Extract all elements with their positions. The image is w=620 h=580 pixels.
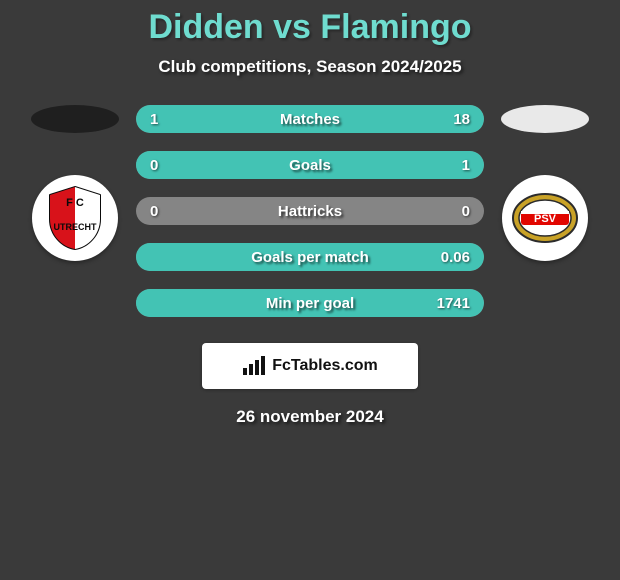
- stat-left-value: 0: [136, 157, 190, 174]
- stat-right-value: 0: [430, 203, 484, 220]
- svg-text:PSV: PSV: [534, 213, 557, 225]
- stat-label: Matches: [190, 111, 430, 128]
- svg-text:F C: F C: [66, 197, 84, 209]
- right-club-badge: PSV: [502, 175, 588, 261]
- subtitle: Club competitions, Season 2024/2025: [0, 57, 620, 77]
- stat-right-value: 1741: [430, 295, 484, 312]
- stat-right-value: 0.06: [430, 249, 484, 266]
- stat-right-value: 1: [430, 157, 484, 174]
- shield-icon: F C UTRECHT: [40, 183, 110, 253]
- right-player-column: PSV: [490, 105, 600, 261]
- stat-right-value: 18: [430, 111, 484, 128]
- stat-label: Goals per match: [190, 249, 430, 266]
- stat-label: Goals: [190, 157, 430, 174]
- right-club-badge-inner: PSV: [510, 183, 580, 253]
- left-club-badge-inner: F C UTRECHT: [40, 183, 110, 253]
- comparison-infographic: Didden vs Flamingo Club competitions, Se…: [0, 0, 620, 580]
- bar-chart-icon: [242, 356, 266, 376]
- stat-bar: Goals per match0.06: [136, 243, 484, 271]
- stat-left-value: 0: [136, 203, 190, 220]
- stat-bar: Min per goal1741: [136, 289, 484, 317]
- left-player-head: [31, 105, 119, 133]
- stat-bar: 0Goals1: [136, 151, 484, 179]
- stats-area: F C UTRECHT 1Matches180Goals10Hattricks0…: [0, 105, 620, 317]
- stat-label: Min per goal: [190, 295, 430, 312]
- stat-bar: 1Matches18: [136, 105, 484, 133]
- stat-label: Hattricks: [190, 203, 430, 220]
- shield-icon: PSV: [510, 183, 580, 253]
- attribution-badge: FcTables.com: [202, 343, 418, 389]
- stat-bars: 1Matches180Goals10Hattricks0Goals per ma…: [130, 105, 490, 317]
- left-player-column: F C UTRECHT: [20, 105, 130, 261]
- attribution-text: FcTables.com: [272, 357, 378, 375]
- page-title: Didden vs Flamingo: [0, 0, 620, 47]
- left-club-badge: F C UTRECHT: [32, 175, 118, 261]
- right-player-head: [501, 105, 589, 133]
- date-text: 26 november 2024: [0, 407, 620, 427]
- stat-left-value: 1: [136, 111, 190, 128]
- svg-text:UTRECHT: UTRECHT: [54, 222, 97, 232]
- stat-bar: 0Hattricks0: [136, 197, 484, 225]
